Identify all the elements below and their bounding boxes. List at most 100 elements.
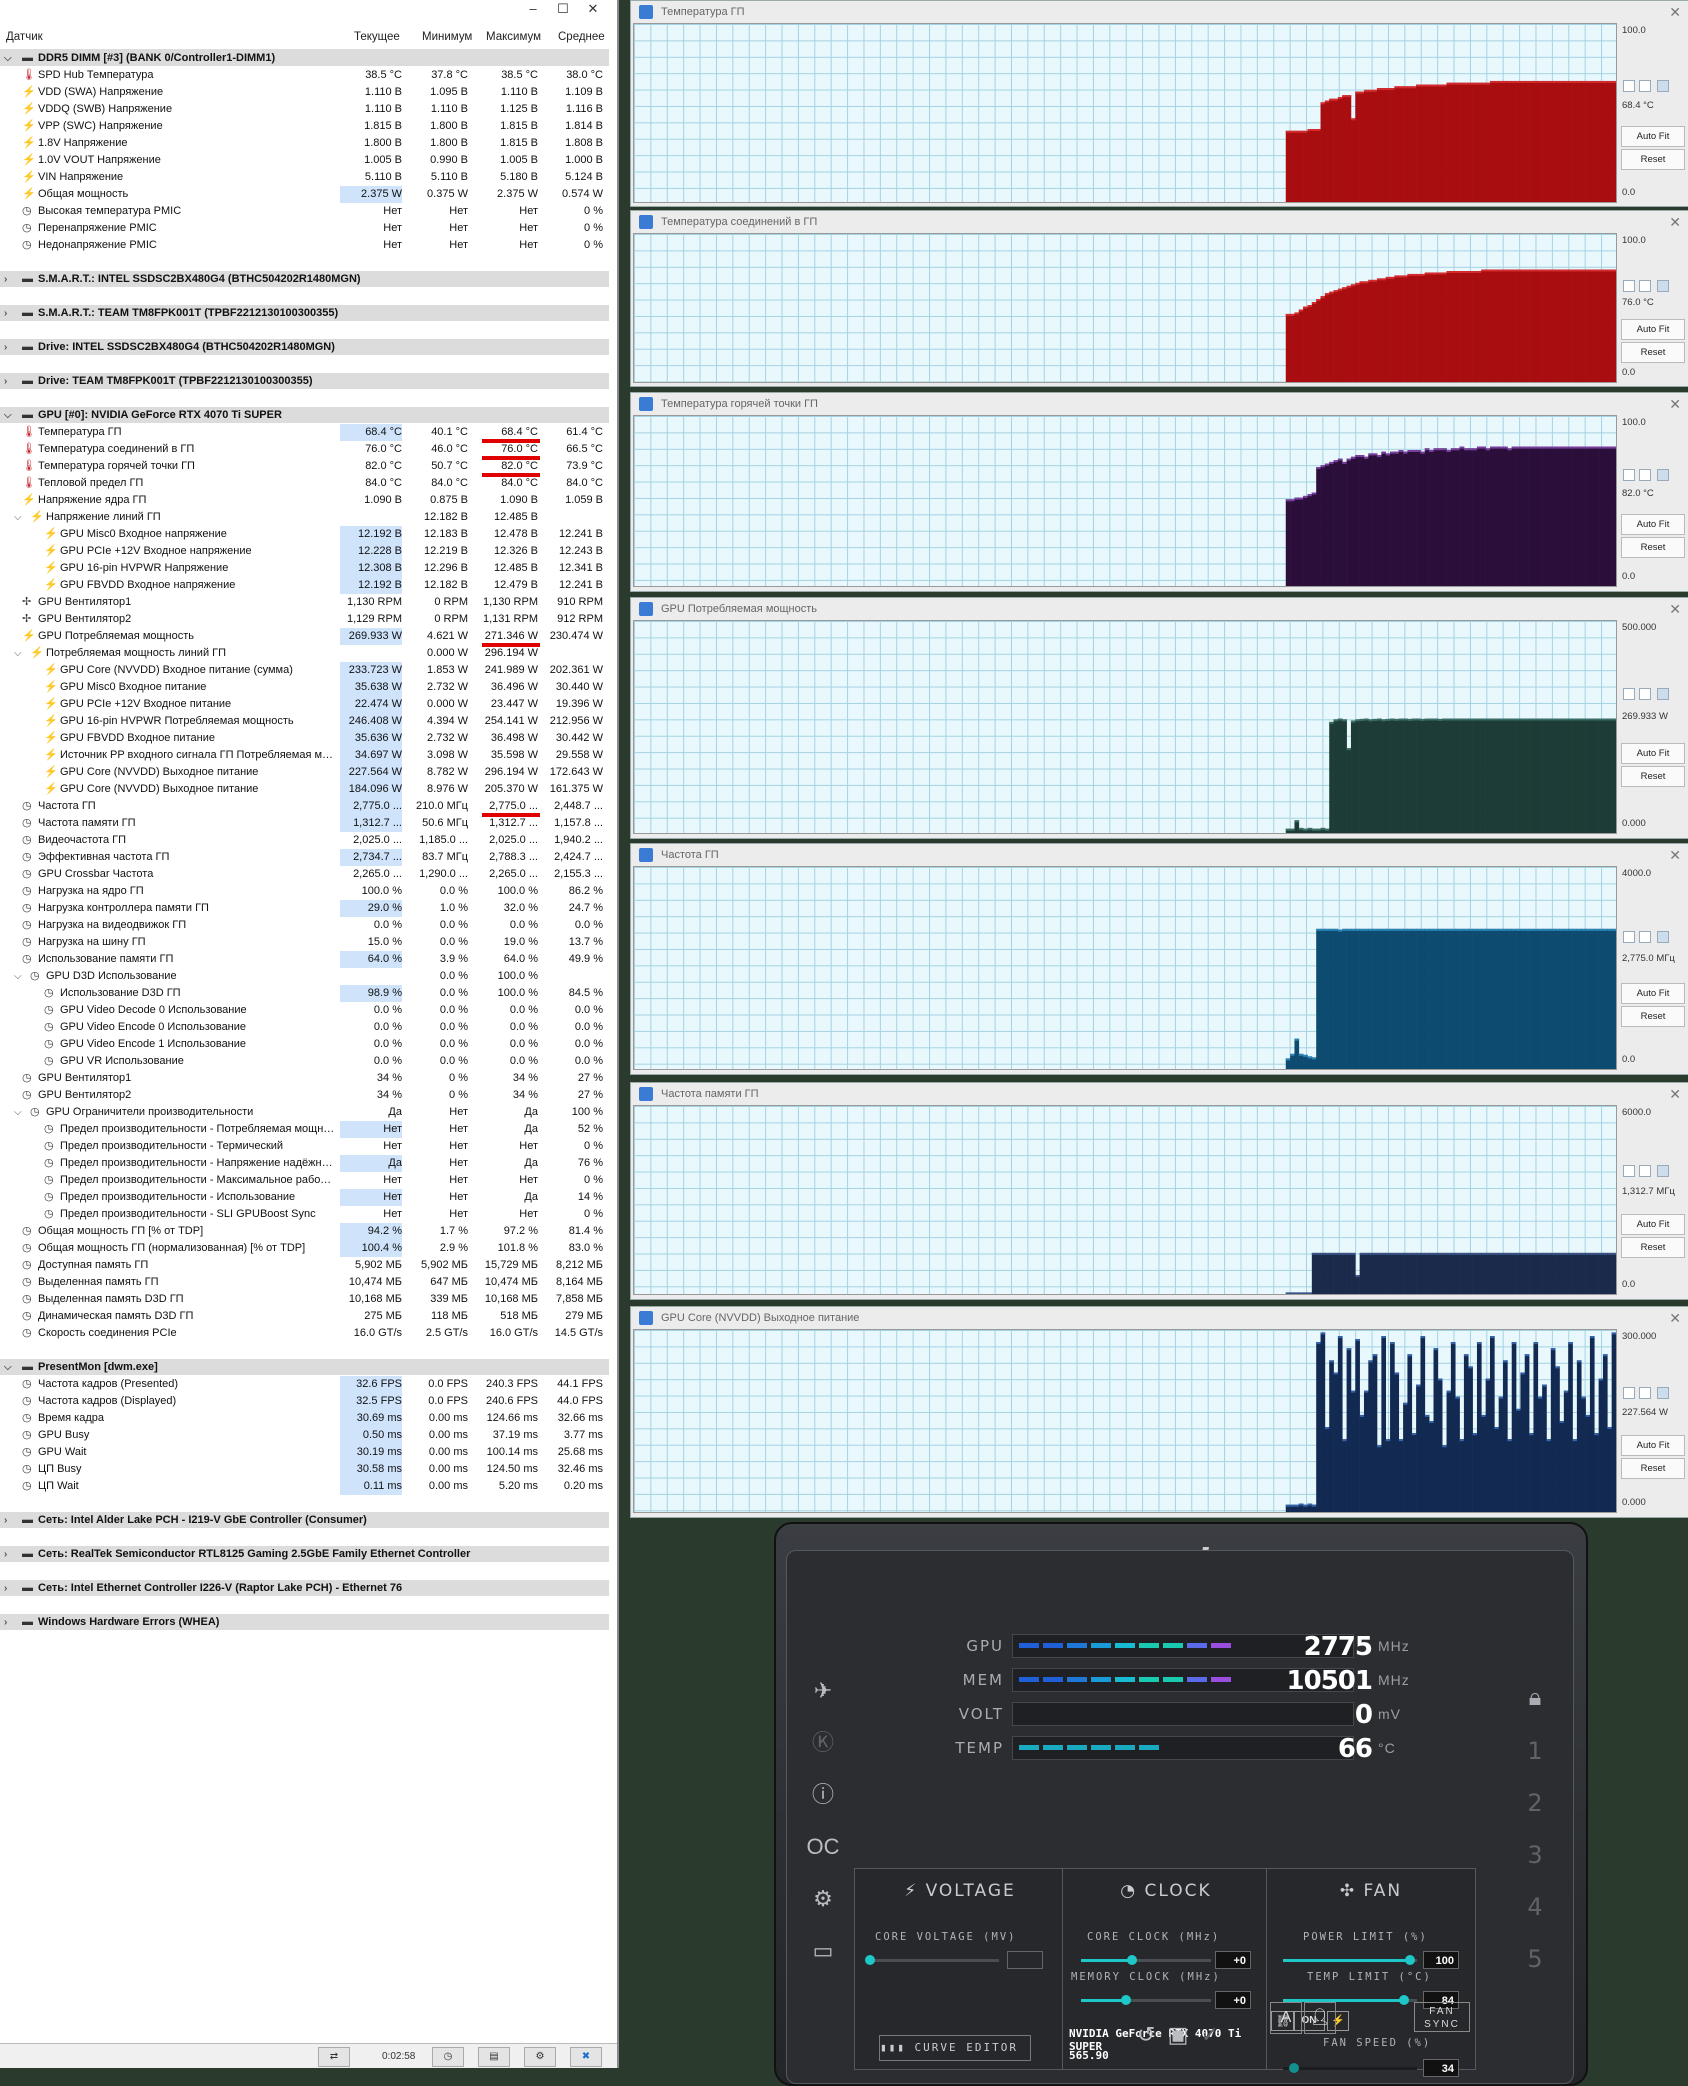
core-voltage-knob[interactable] (865, 1955, 875, 1965)
expand-icon[interactable]: › (4, 1549, 8, 1560)
lock-icon[interactable]: 🔒︎ (1528, 1683, 1542, 1711)
reset-button[interactable]: Reset (1621, 341, 1685, 363)
sensor-row[interactable]: ◷ Использование памяти ГП 64.0 % 3.9 % 64.0 … (0, 951, 609, 968)
sensor-row[interactable]: ⚡ GPU 16-pin HVPWR Потребляемая мощность 2… (0, 713, 609, 730)
link-toggle[interactable]: ON (1293, 2011, 1325, 2031)
fan-speed-value[interactable]: 34 (1423, 2059, 1459, 2077)
info-icon[interactable]: ⓘ (811, 1782, 834, 1807)
col-current[interactable]: Текущее (354, 31, 400, 43)
checkbox[interactable] (1639, 469, 1651, 482)
profile-1[interactable]: 1 (1527, 1737, 1543, 1765)
sensor-row[interactable]: ◷ GPU Video Encode 1 Использование 0.0 % 0.… (0, 1036, 609, 1053)
close-icon[interactable]: ✕ (1669, 847, 1681, 863)
sensor-row[interactable]: ⚡ GPU PCIe +12V Входное питание 22.474 W 0.… (0, 696, 609, 713)
sensor-row[interactable]: ◷ GPU VR Использование 0.0 % 0.0 % 0.0 % 0.0 … (0, 1053, 609, 1070)
sensor-row[interactable]: ◷ Предел производительности - Напряжение … (0, 1155, 609, 1172)
reset-button[interactable]: Reset (1621, 1006, 1685, 1028)
collapse-icon[interactable]: ⌵ (4, 53, 12, 64)
core-voltage-box[interactable] (1007, 1951, 1043, 1969)
sensor-row[interactable]: ◷ Предел производительности - Термический… (0, 1138, 609, 1155)
checkbox[interactable] (1623, 280, 1635, 293)
power-limit-value[interactable]: 100 (1423, 1951, 1459, 1969)
auto-fit-button[interactable]: Auto Fit (1621, 126, 1685, 148)
settings-icon[interactable]: ⚙ (524, 2047, 556, 2067)
sensor-row[interactable]: ◷ Предел производительности - SLI GPUBoos… (0, 1206, 609, 1223)
expand-icon[interactable]: › (4, 1617, 8, 1628)
memory-clock-knob[interactable] (1121, 1995, 1131, 2005)
reset-button[interactable]: Reset (1621, 536, 1685, 558)
fan-speed-knob[interactable] (1289, 2063, 1299, 2073)
profile-4[interactable]: 4 (1527, 1893, 1543, 1921)
checkbox[interactable] (1657, 280, 1669, 293)
sensor-row[interactable]: 🌡︎ Температура ГП 68.4 °C 40.1 °C 68.4 °C 61.… (0, 424, 609, 443)
sensor-group[interactable]: ⌵ ▬ GPU [#0]: NVIDIA GeForce RTX 4070 Ti S… (0, 407, 609, 423)
close-icon[interactable]: ✕ (1669, 1310, 1681, 1326)
sensor-row[interactable]: ◷ Доступная память ГП 5,902 МБ 5,902 МБ 15,7… (0, 1257, 609, 1274)
collapse-icon[interactable]: ⌵ (14, 512, 22, 523)
clock-icon[interactable]: ◷ (432, 2047, 464, 2067)
sensor-row[interactable]: ◷ Перенапряжение PMIC Нет Нет Нет 0 % (0, 220, 609, 237)
curve-editor-button[interactable]: ▮▮▮ CURVE EDITOR (879, 2035, 1031, 2061)
sensor-row[interactable]: ⚡ VPP (SWC) Напряжение 1.815 В 1.800 В 1.815… (0, 118, 609, 135)
network-icon[interactable]: ⇄ (318, 2047, 350, 2067)
bolt-icon[interactable]: ⚡ (1327, 2011, 1349, 2031)
monitor-icon[interactable]: ▭ (812, 1938, 834, 1963)
expand-icon[interactable]: › (4, 1583, 8, 1594)
checkbox[interactable] (1657, 79, 1669, 92)
sensor-row[interactable]: ◷ GPU Busy 0.50 ms 0.00 ms 37.19 ms 3.77 ms (0, 1427, 609, 1444)
checkbox[interactable] (1657, 1387, 1669, 1400)
sensor-row[interactable]: ◷ Предел производительности - Потребляема… (0, 1121, 609, 1138)
auto-fan-icon[interactable]: A (1270, 2002, 1302, 2034)
sensor-row[interactable]: ⌵ ◷ GPU D3D Использование 0.0 % 100.0 % (0, 968, 609, 985)
auto-fit-button[interactable]: Auto Fit (1621, 1434, 1685, 1456)
sensor-row[interactable]: ◷ ЦП Wait 0.11 ms 0.00 ms 5.20 ms 0.20 ms (0, 1478, 609, 1495)
reset-icon[interactable]: ↺ (1136, 2022, 1156, 2047)
sensor-row[interactable]: ◷ Общая мощность ГП [% от TDP] 94.2 % 1.7 %… (0, 1223, 609, 1240)
sensor-row[interactable]: ⚡ GPU Misc0 Входное напряжение 12.192 В 12.… (0, 526, 609, 543)
auto-fit-button[interactable]: Auto Fit (1621, 513, 1685, 535)
sensor-row[interactable]: 🌡︎ SPD Hub Температура 38.5 °C 37.8 °C 38.5 … (0, 67, 609, 84)
reset-button[interactable]: Reset (1621, 765, 1685, 787)
expand-icon[interactable]: › (4, 274, 8, 285)
sensor-row[interactable]: ◷ Частота кадров (Presented) 32.6 FPS 0.0 F… (0, 1376, 609, 1393)
sensor-row[interactable]: ◷ Нагрузка на ядро ГП 100.0 % 0.0 % 100.0 % 8… (0, 883, 609, 900)
expand-icon[interactable]: › (4, 1515, 8, 1526)
report-icon[interactable]: ▤ (478, 2047, 510, 2067)
sensor-row[interactable]: ✢ GPU Вентилятор1 1,130 RPM 0 RPM 1,130 RPM 9… (0, 594, 609, 611)
sensor-group[interactable]: › ▬ Windows Hardware Errors (WHEA) (0, 1614, 609, 1630)
sensor-row[interactable]: ⌵ ◷ GPU Ограничители производительности Да Н… (0, 1104, 609, 1121)
sensor-row[interactable]: ◷ Предел производительности - Максимально… (0, 1172, 609, 1189)
sensor-group[interactable]: › ▬ S.M.A.R.T.: TEAM TM8FPK001T (TPBF22121… (0, 305, 609, 321)
sensor-row[interactable]: ⚡ Напряжение ядра ГП 1.090 В 0.875 В 1.090 В… (0, 492, 609, 509)
sensor-row[interactable]: ⚡ 1.8V Напряжение 1.800 В 1.800 В 1.815 В 1.8… (0, 135, 609, 152)
checkbox[interactable] (1623, 469, 1635, 482)
kombustor-icon[interactable]: ✈ (813, 1678, 833, 1703)
collapse-icon[interactable]: ⌵ (14, 648, 22, 659)
apply-icon[interactable]: ✓ (1200, 2022, 1220, 2047)
sensor-row[interactable]: ◷ Динамическая память D3D ГП 275 МБ 118 МБ 5… (0, 1308, 609, 1325)
sensor-row[interactable]: ◷ Использование D3D ГП 98.9 % 0.0 % 100.0 % 8… (0, 985, 609, 1002)
checkbox[interactable] (1639, 280, 1651, 293)
checkbox[interactable] (1623, 687, 1635, 700)
sensor-row[interactable]: 🌡︎ Тепловой предел ГП 84.0 °C 84.0 °C 84.0 °… (0, 475, 609, 492)
fan-sync-button[interactable]: FAN SYNC (1414, 2002, 1470, 2032)
expand-icon[interactable]: › (4, 376, 8, 387)
sensor-row[interactable]: ⚡ VDDQ (SWB) Напряжение 1.110 В 1.110 В 1.12… (0, 101, 609, 118)
sensor-row[interactable]: ◷ ЦП Busy 30.58 ms 0.00 ms 124.50 ms 32.46 ms (0, 1461, 609, 1478)
sensor-row[interactable]: ⚡ GPU Core (NVVDD) Входное питание (сумма… (0, 662, 609, 679)
checkbox[interactable] (1639, 687, 1651, 700)
sensor-row[interactable]: ◷ Скорость соединения PCIe 16.0 GT/s 2.5 GT… (0, 1325, 609, 1342)
collapse-icon[interactable]: ⌵ (14, 971, 22, 982)
oc-scanner-icon[interactable]: OC (806, 1834, 840, 1859)
sensor-row[interactable]: ◷ Время кадра 30.69 ms 0.00 ms 124.66 ms 32.6… (0, 1410, 609, 1427)
sensor-row[interactable]: 🌡︎ Температура горячей точки ГП 82.0 °C 50.… (0, 458, 609, 477)
reset-button[interactable]: Reset (1621, 1457, 1685, 1479)
save-icon[interactable]: ▣ (1167, 2022, 1189, 2047)
profile-3[interactable]: 3 (1527, 1841, 1543, 1869)
checkbox[interactable] (1623, 930, 1635, 943)
sensor-row[interactable]: ◷ Общая мощность ГП (нормализованная) [% … (0, 1240, 609, 1257)
sensor-group[interactable]: › ▬ Сеть: Intel Ethernet Controller I226-V… (0, 1580, 609, 1596)
sensor-row[interactable]: ◷ Выделенная память D3D ГП 10,168 МБ 339 МБ… (0, 1291, 609, 1308)
close-icon[interactable]: ✕ (1669, 1086, 1681, 1102)
